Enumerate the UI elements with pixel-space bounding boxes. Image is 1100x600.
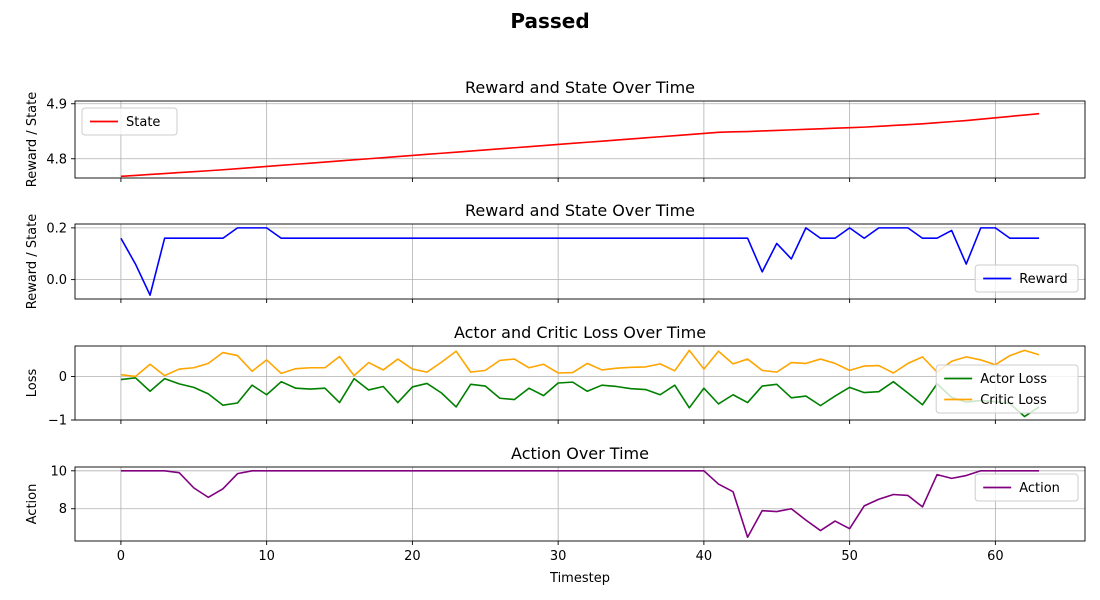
x-tick-label: 30 bbox=[550, 549, 567, 564]
y-tick-label: 10 bbox=[50, 464, 67, 479]
y-tick-label: −1 bbox=[48, 414, 67, 429]
legend: Reward bbox=[974, 264, 1079, 293]
axes-frame bbox=[74, 466, 1086, 542]
x-tick-label: 40 bbox=[696, 549, 713, 564]
subplot-1: Reward and State Over Time 4.8 4.9 Reward /… bbox=[25, 78, 1086, 187]
axes-frame bbox=[74, 100, 1086, 179]
axes-frame bbox=[74, 345, 1086, 421]
legend-box bbox=[935, 364, 1079, 414]
x-tick-label: 20 bbox=[404, 549, 421, 564]
legend-label: Action bbox=[1019, 481, 1060, 496]
axes-frame bbox=[74, 223, 1086, 300]
legend-box bbox=[81, 107, 178, 136]
subplot-title: Actor and Critic Loss Over Time bbox=[454, 323, 706, 342]
y-tick-label: 8 bbox=[59, 502, 67, 517]
subplot-title: Reward and State Over Time bbox=[465, 78, 695, 97]
y-axis-label: Action bbox=[25, 484, 40, 525]
y-axis-label: Loss bbox=[25, 369, 40, 398]
x-tick-label: 10 bbox=[258, 549, 275, 564]
y-axis-label: Reward / State bbox=[25, 92, 40, 187]
legend-label: Critic Loss bbox=[980, 393, 1047, 408]
subplot-3: Actor and Critic Loss Over Time −1 0 Loss Ac… bbox=[25, 323, 1086, 429]
legend-label: Reward bbox=[1019, 272, 1067, 287]
series-line-state bbox=[120, 112, 1040, 178]
x-axis-label: Timestep bbox=[549, 571, 610, 586]
legend-box bbox=[974, 473, 1079, 502]
x-tick-label: 0 bbox=[117, 549, 125, 564]
y-tick-label: 4.9 bbox=[46, 97, 67, 112]
y-tick-label: 0.2 bbox=[46, 221, 67, 236]
legend: Actor Loss Critic Loss bbox=[935, 364, 1079, 414]
legend: State bbox=[81, 107, 178, 136]
y-tick-label: 4.8 bbox=[46, 152, 67, 167]
subplots: Reward and State Over Time 4.8 4.9 Reward /… bbox=[25, 78, 1086, 586]
legend-label: State bbox=[126, 115, 160, 130]
subplot-2: Reward and State Over Time 0.0 0.2 Reward /… bbox=[25, 201, 1086, 309]
subplot-title: Reward and State Over Time bbox=[465, 201, 695, 220]
subplot-4: Action Over Time 8 10 0 10 20 30 40 50 60 Action Ti… bbox=[25, 444, 1086, 586]
legend: Action bbox=[974, 473, 1079, 502]
series-line-actor-loss bbox=[120, 376, 1040, 418]
y-tick-label: 0 bbox=[59, 370, 67, 385]
series-line-reward bbox=[120, 227, 1040, 296]
x-tick-label: 50 bbox=[841, 549, 858, 564]
legend-box bbox=[974, 264, 1079, 293]
series-line-action bbox=[120, 469, 1040, 539]
figure-title: Passed bbox=[510, 9, 589, 33]
legend-label: Actor Loss bbox=[980, 372, 1047, 387]
series-line-critic-loss bbox=[120, 349, 1040, 378]
y-tick-label: 0.0 bbox=[46, 273, 67, 288]
subplot-title: Action Over Time bbox=[511, 444, 649, 463]
x-tick-label: 60 bbox=[987, 549, 1004, 564]
y-axis-label: Reward / State bbox=[25, 214, 40, 309]
